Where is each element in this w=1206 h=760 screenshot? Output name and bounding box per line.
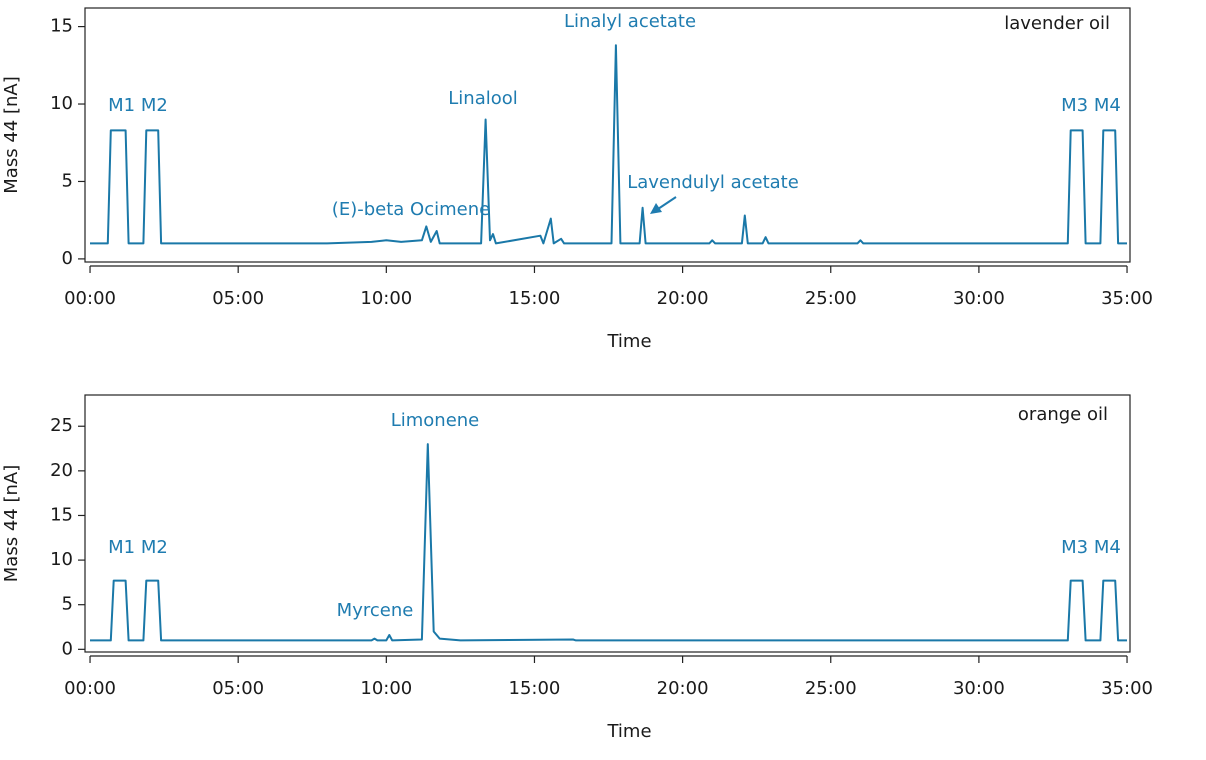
peak-label: Linalyl acetate [564,11,696,32]
x-tick-label: 05:00 [212,678,264,699]
y-tick-label: 5 [62,594,73,615]
y-axis-label: Mass 44 [nA] [1,76,22,193]
x-tick-label: 30:00 [953,678,1005,699]
x-tick-label: 15:00 [509,288,561,309]
y-tick-label: 0 [62,248,73,269]
x-tick-label: 00:00 [64,678,116,699]
x-tick-label: 25:00 [805,678,857,699]
x-axis-label: Time [606,331,651,352]
x-tick-label: 30:00 [953,288,1005,309]
peak-label: M3 M4 [1061,95,1121,116]
trace [90,44,1127,245]
peak-label: (E)-beta Ocimene [332,199,490,220]
peak-label: Linalool [448,88,518,109]
peak-label: Lavendulyl acetate [627,172,799,193]
y-tick-label: 5 [62,170,73,191]
y-tick-label: 15 [50,504,73,525]
x-tick-label: 10:00 [360,678,412,699]
plot-frame [84,394,1131,653]
y-tick-label: 0 [62,638,73,659]
peak-label: M3 M4 [1061,537,1121,558]
trace [90,443,1127,642]
x-tick-label: 10:00 [360,288,412,309]
x-tick-label: 35:00 [1101,678,1153,699]
x-axis-label: Time [606,721,651,742]
y-tick-label: 10 [50,93,73,114]
peak-label: Myrcene [337,600,414,621]
x-tick-label: 15:00 [509,678,561,699]
x-tick-label: 20:00 [657,678,709,699]
arrow-head [650,203,662,214]
x-tick-label: 25:00 [805,288,857,309]
arrow-shaft [657,196,677,210]
peak-label: M1 M2 [108,95,168,116]
y-tick-label: 15 [50,16,73,37]
x-tick-label: 35:00 [1101,288,1153,309]
x-tick-label: 00:00 [64,288,116,309]
sample-label: orange oil [1018,404,1108,425]
plot-frame [84,7,1131,263]
sample-label: lavender oil [1004,13,1110,34]
peak-label: M1 M2 [108,537,168,558]
x-tick-label: 20:00 [657,288,709,309]
y-tick-label: 20 [50,460,73,481]
y-tick-label: 25 [50,415,73,436]
x-tick-label: 05:00 [212,288,264,309]
peak-label: Limonene [391,410,480,431]
y-axis-label: Mass 44 [nA] [1,465,22,582]
y-tick-label: 10 [50,549,73,570]
